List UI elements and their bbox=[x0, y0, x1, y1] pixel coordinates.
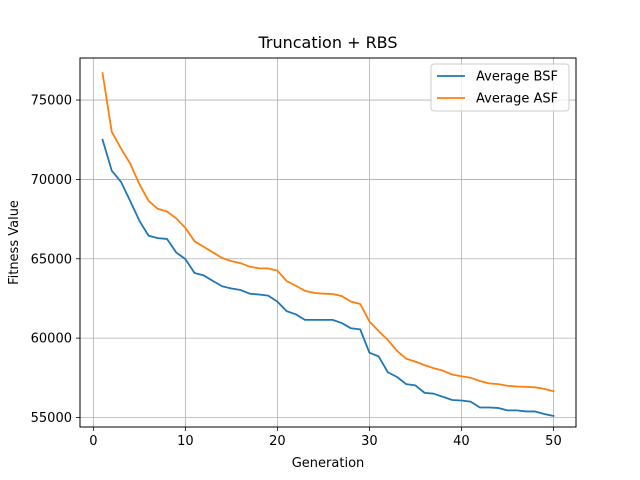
series-lines bbox=[101, 72, 555, 417]
y-tick-label: 70000 bbox=[31, 173, 72, 188]
legend-label: Average ASF bbox=[476, 92, 558, 107]
series-line-average-asf bbox=[101, 72, 555, 393]
x-tick-label: 40 bbox=[453, 434, 470, 449]
y-tick-label: 75000 bbox=[31, 94, 72, 109]
x-tick-label: 0 bbox=[89, 434, 97, 449]
x-tick-label: 20 bbox=[269, 434, 286, 449]
axis-ticks: 0 10 20 30 40 50 55000 60000 65000 70000 75000 bbox=[31, 94, 562, 449]
y-axis-label: Fitness Value bbox=[7, 200, 22, 285]
x-tick-label: 30 bbox=[361, 434, 378, 449]
legend-frame bbox=[430, 63, 570, 112]
x-tick-label: 50 bbox=[545, 434, 562, 449]
plot-frame bbox=[79, 57, 577, 428]
y-tick-label: 60000 bbox=[31, 332, 72, 347]
series-line-average-bsf bbox=[101, 138, 555, 417]
x-axis-label: Generation bbox=[292, 456, 365, 471]
y-tick-label: 65000 bbox=[31, 252, 72, 267]
y-tick-label: 55000 bbox=[31, 411, 72, 426]
legend-label: Average BSF bbox=[476, 70, 558, 85]
chart-title: Truncation + RBS bbox=[257, 33, 397, 52]
x-tick-label: 10 bbox=[177, 434, 194, 449]
legend: Average BSF Average ASF bbox=[430, 63, 570, 112]
